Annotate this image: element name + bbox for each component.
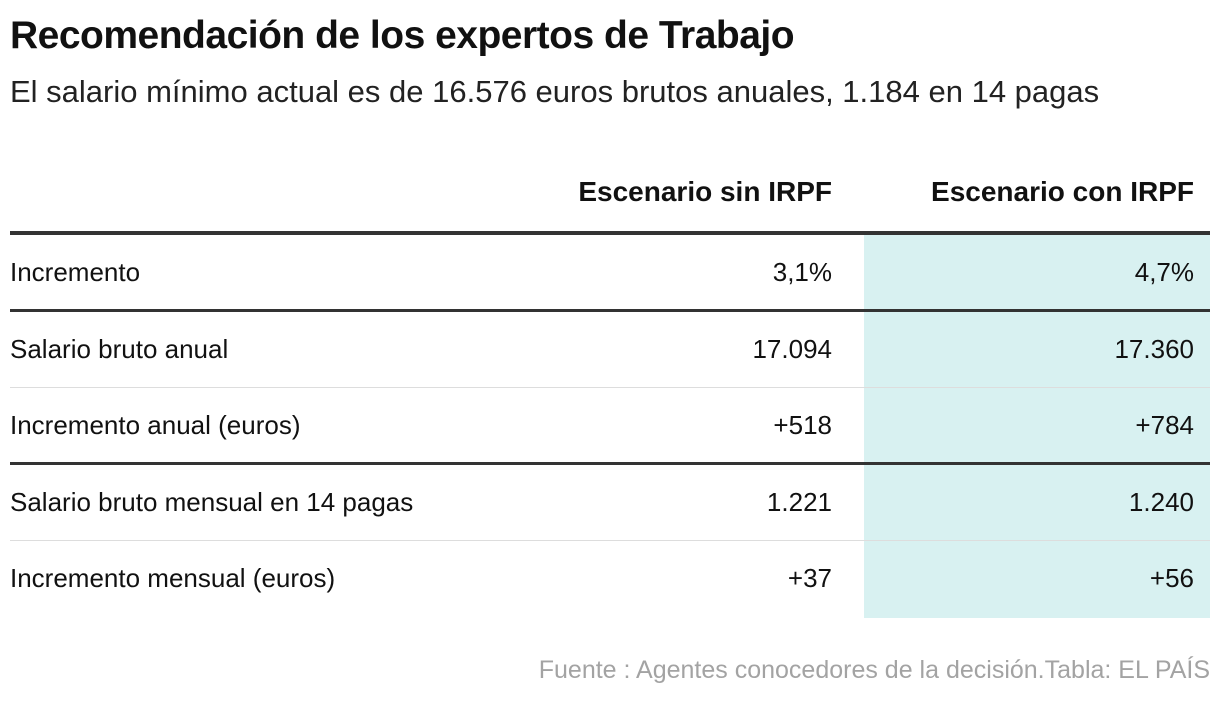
- row-label: Salario bruto mensual en 14 pagas: [10, 487, 414, 517]
- cell-sin-irpf: 1.221: [766, 487, 832, 517]
- row-label: Incremento: [10, 257, 141, 287]
- cell-sin-irpf: 17.094: [752, 334, 832, 364]
- table-row: Incremento 3,1% 4,7%: [10, 235, 1210, 312]
- table-row: Incremento mensual (euros) +37 +56: [10, 541, 1210, 616]
- table-row: Salario bruto anual 17.094 17.360: [10, 312, 1210, 388]
- source-note: Fuente : Agentes conocedores de la decis…: [538, 656, 1210, 684]
- cell-con-irpf: 17.360: [1114, 334, 1194, 364]
- data-table: Escenario sin IRPF Escenario con IRPF In…: [10, 160, 1210, 618]
- cell-con-irpf: +784: [1135, 410, 1194, 440]
- table-header: Escenario sin IRPF Escenario con IRPF: [10, 160, 1210, 235]
- highlight-column-background: [864, 233, 1210, 618]
- row-label: Incremento anual (euros): [10, 410, 301, 440]
- chart-subtitle: El salario mínimo actual es de 16.576 eu…: [10, 74, 1100, 109]
- chart-title: Recomendación de los expertos de Trabajo: [10, 14, 795, 57]
- column-header-sin-irpf: Escenario sin IRPF: [578, 176, 832, 207]
- row-label: Salario bruto anual: [10, 334, 229, 364]
- cell-con-irpf: 1.240: [1128, 487, 1194, 517]
- cell-con-irpf: 4,7%: [1134, 257, 1194, 287]
- column-header-con-irpf: Escenario con IRPF: [931, 176, 1194, 207]
- cell-con-irpf: +56: [1149, 563, 1194, 593]
- table-row: Salario bruto mensual en 14 pagas 1.221 …: [10, 465, 1210, 541]
- row-label: Incremento mensual (euros): [10, 563, 336, 593]
- cell-sin-irpf: 3,1%: [772, 257, 832, 287]
- table-row: Incremento anual (euros) +518 +784: [10, 388, 1210, 465]
- cell-sin-irpf: +37: [787, 563, 832, 593]
- cell-sin-irpf: +518: [773, 410, 832, 440]
